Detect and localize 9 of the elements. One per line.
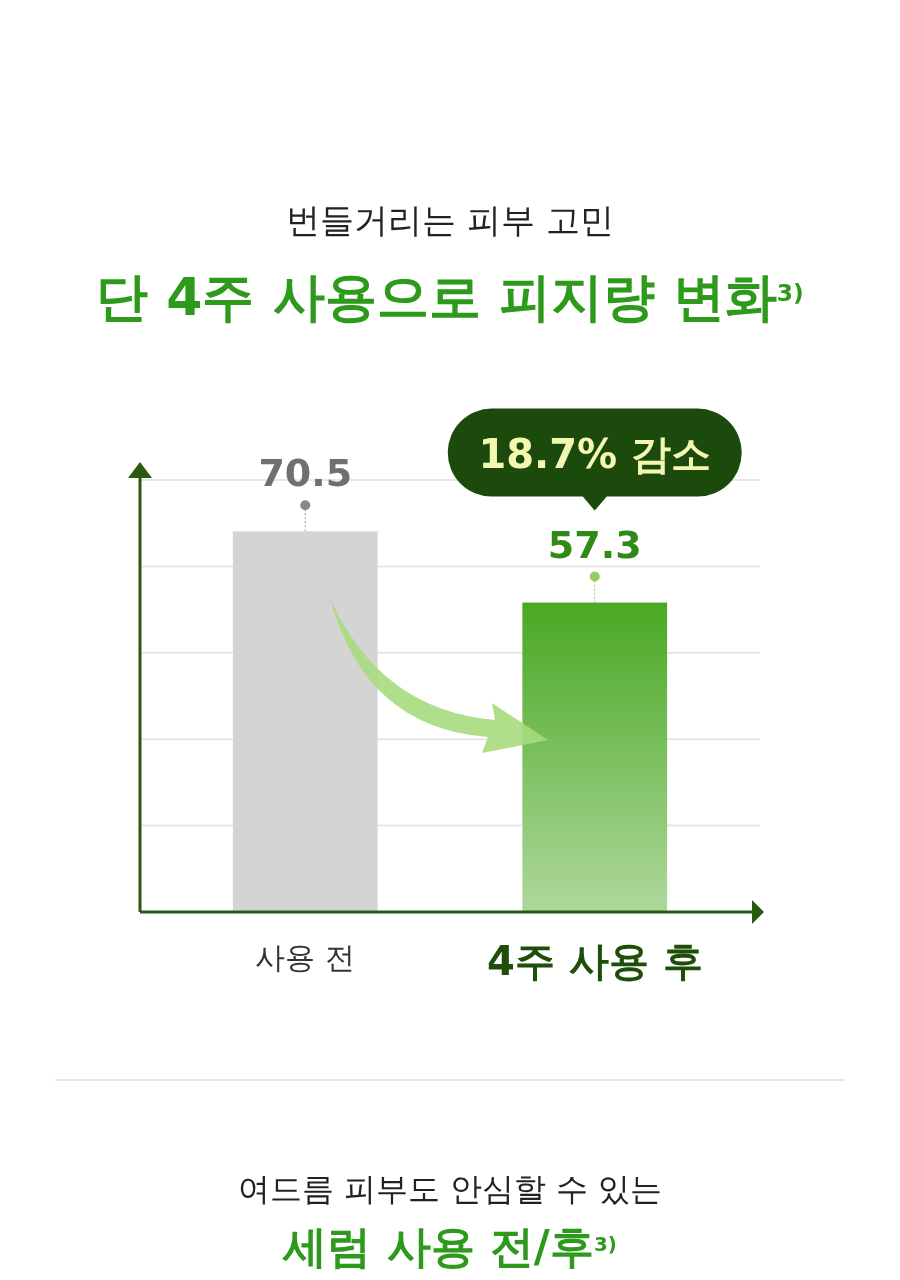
data-label: 70.5 — [258, 451, 353, 496]
chart-subtitle: 번들거리는 피부 고민 — [286, 200, 614, 240]
text: 세럼 사용 전/후$^{3)}$ — [282, 1221, 617, 1272]
x-tick-label: 사용 전 — [255, 940, 356, 975]
data-label: 57.3 — [547, 522, 642, 567]
text: 18.7% 감소 — [478, 430, 712, 477]
text: 여드름 피부도 안심할 수 있는 — [237, 1170, 663, 1208]
x-tick-label: 4주 사용 후 — [486, 938, 703, 984]
chart-title: 단 4주 사용으로 피지량 변화$^{3)}$ — [96, 267, 804, 327]
